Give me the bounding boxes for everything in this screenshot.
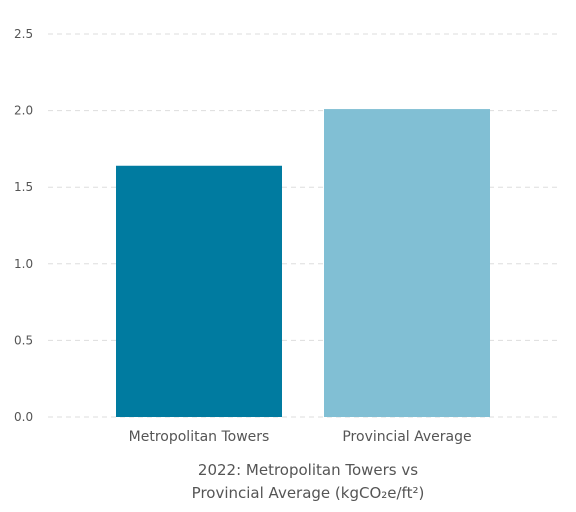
chart-title-line-1: 2022: Metropolitan Towers vs [198, 461, 418, 479]
x-axis-category-labels: Metropolitan Towers Provincial Average [129, 429, 472, 445]
y-tick-label: 0.5 [14, 333, 33, 347]
y-tick-label: 1.0 [14, 257, 33, 271]
y-tick-label: 2.5 [14, 27, 33, 41]
chart-title-line-2: Provincial Average (kgCO₂e/ft²) [192, 484, 425, 502]
x-category-label: Provincial Average [342, 429, 471, 445]
bar-metropolitan-towers [116, 165, 282, 417]
y-tick-label: 2.0 [14, 104, 33, 118]
y-tick-label: 0.0 [14, 410, 33, 424]
y-axis-tick-labels: 0.0 0.5 1.0 1.5 2.0 2.5 [14, 27, 33, 424]
x-category-label: Metropolitan Towers [129, 429, 270, 445]
y-tick-label: 1.5 [14, 180, 33, 194]
bars [116, 109, 490, 418]
bar-provincial-average [324, 109, 490, 418]
